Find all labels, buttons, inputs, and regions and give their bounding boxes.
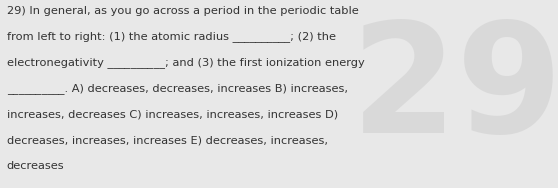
Text: decreases: decreases	[7, 161, 64, 171]
Text: __________. A) decreases, decreases, increases B) increases,: __________. A) decreases, decreases, inc…	[7, 83, 348, 94]
Text: 29: 29	[352, 16, 558, 165]
Text: increases, decreases C) increases, increases, increases D): increases, decreases C) increases, incre…	[7, 109, 338, 119]
Text: electronegativity __________; and (3) the first ionization energy: electronegativity __________; and (3) th…	[7, 58, 364, 68]
Text: decreases, increases, increases E) decreases, increases,: decreases, increases, increases E) decre…	[7, 135, 328, 145]
Text: 29) In general, as you go across a period in the periodic table: 29) In general, as you go across a perio…	[7, 6, 358, 16]
Text: from left to right: (1) the atomic radius __________; (2) the: from left to right: (1) the atomic radiu…	[7, 32, 336, 42]
